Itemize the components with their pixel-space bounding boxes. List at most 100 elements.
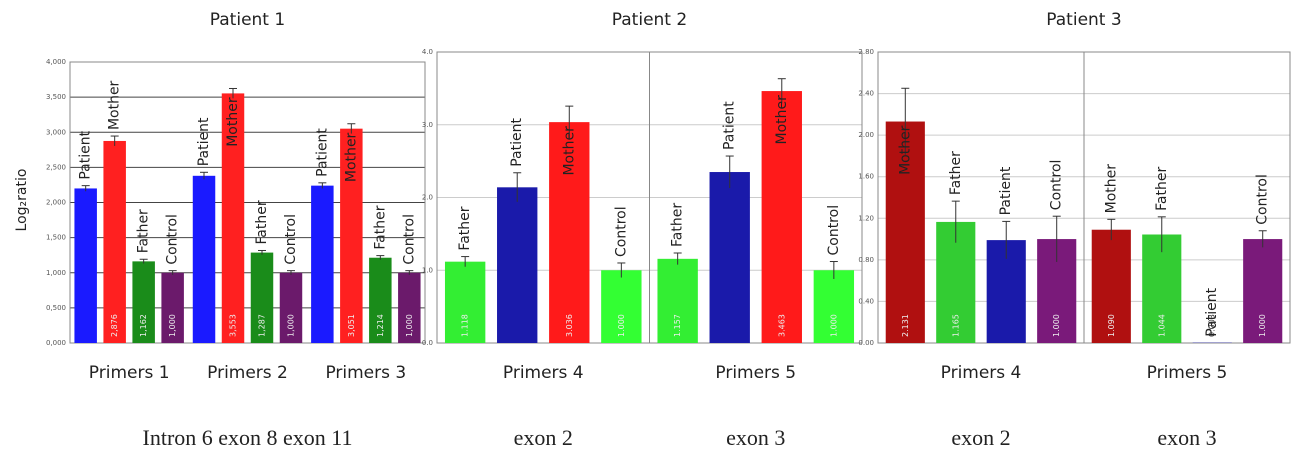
y-axis-label: Log₂ratio bbox=[14, 169, 30, 232]
bar-label: Control bbox=[826, 205, 842, 256]
bar-label: Patient bbox=[509, 118, 525, 167]
bar-label: Father bbox=[670, 203, 686, 247]
y-tick-label: 2,500 bbox=[46, 163, 66, 171]
chart-title: Patient 2 bbox=[612, 10, 687, 30]
bar bbox=[1243, 239, 1283, 343]
y-tick-label: 4.0 bbox=[422, 48, 433, 56]
value-label: 1.000 bbox=[1258, 314, 1267, 337]
y-tick-label: 1,000 bbox=[46, 269, 66, 277]
bar bbox=[311, 185, 334, 343]
bar-label: Patient bbox=[78, 130, 94, 179]
bar-label: Mother bbox=[1103, 164, 1119, 214]
bar bbox=[709, 172, 750, 343]
bar-label: Father bbox=[372, 205, 388, 249]
y-tick-label: 1.0 bbox=[422, 266, 433, 274]
y-tick-label: 3.0 bbox=[422, 121, 433, 129]
bar-label: Mother bbox=[897, 125, 913, 175]
bar-label: Control bbox=[1255, 174, 1271, 225]
value-label: 1,000 bbox=[405, 314, 414, 337]
bar-label: Father bbox=[948, 151, 964, 195]
bar-label: Mother bbox=[107, 80, 123, 130]
y-tick-label: 0.80 bbox=[858, 256, 874, 264]
value-label: 1,162 bbox=[139, 314, 148, 337]
bar bbox=[761, 91, 802, 344]
value-label: 1,214 bbox=[376, 314, 385, 337]
y-tick-label: 2.40 bbox=[858, 90, 874, 98]
bar bbox=[74, 188, 97, 343]
bar bbox=[192, 175, 216, 343]
x-tick-label: Primers 4 bbox=[503, 363, 584, 383]
y-tick-label: 2.80 bbox=[858, 48, 874, 56]
bar-label: Patient bbox=[314, 128, 330, 177]
bar-label: Father bbox=[254, 200, 270, 244]
value-label: 2,876 bbox=[110, 314, 119, 337]
annotation: exon 3 bbox=[1157, 425, 1216, 450]
y-tick-label: 0.00 bbox=[858, 339, 874, 347]
y-tick-label: 0,500 bbox=[46, 304, 66, 312]
value-label: 1.157 bbox=[673, 314, 682, 337]
bar bbox=[601, 270, 642, 343]
value-label: 3.463 bbox=[777, 314, 786, 337]
bar bbox=[813, 270, 855, 343]
y-tick-label: 3,500 bbox=[46, 93, 66, 101]
chart-title: Patient 3 bbox=[1046, 10, 1121, 30]
value-label: 1.000 bbox=[829, 314, 838, 337]
annotation: Intron 6 exon 8 exon 11 bbox=[143, 425, 353, 450]
bar-label: Father bbox=[136, 209, 152, 253]
value-label: 3.036 bbox=[565, 314, 574, 337]
bar-label: Control bbox=[283, 214, 299, 265]
bar bbox=[369, 257, 392, 343]
value-label: 0.003 bbox=[1208, 314, 1217, 337]
bar bbox=[497, 187, 538, 343]
value-label: 1.000 bbox=[617, 314, 626, 337]
bar bbox=[444, 261, 486, 343]
bar-label: Mother bbox=[343, 132, 359, 182]
y-tick-label: 2,000 bbox=[46, 199, 66, 207]
y-tick-label: 2.0 bbox=[422, 194, 433, 202]
bar-label: Mother bbox=[225, 97, 241, 147]
plot-frame bbox=[69, 61, 426, 344]
bar-label: Control bbox=[613, 206, 629, 257]
x-tick-label: Primers 5 bbox=[715, 363, 796, 383]
bar bbox=[398, 272, 421, 343]
value-label: 1.118 bbox=[461, 314, 470, 337]
y-tick-label: 2.00 bbox=[858, 131, 874, 139]
x-tick-label: Primers 4 bbox=[941, 363, 1022, 383]
annotation: exon 2 bbox=[951, 425, 1010, 450]
value-label: 1,000 bbox=[286, 314, 295, 337]
bar bbox=[340, 128, 363, 343]
bar-label: Control bbox=[165, 214, 181, 265]
value-label: 1.044 bbox=[1157, 314, 1166, 337]
y-tick-label: 3,000 bbox=[46, 128, 66, 136]
bar-label: Control bbox=[1049, 160, 1065, 211]
bar-label: Father bbox=[457, 206, 473, 250]
bar bbox=[132, 261, 155, 343]
bar bbox=[279, 272, 303, 343]
bar bbox=[221, 93, 245, 343]
bar-label: Mother bbox=[774, 95, 790, 145]
bar bbox=[161, 272, 184, 343]
value-label: 1.165 bbox=[951, 314, 960, 337]
value-label: 1,000 bbox=[168, 314, 177, 337]
bar bbox=[250, 252, 274, 343]
x-tick-label: Primers 2 bbox=[207, 363, 288, 383]
bar bbox=[1142, 234, 1182, 343]
bar-label: Father bbox=[1154, 167, 1170, 211]
y-tick-label: 1.20 bbox=[858, 214, 874, 222]
y-tick-label: 0.0 bbox=[422, 339, 433, 347]
value-label: 1.000 bbox=[1052, 314, 1061, 337]
chart-title: Patient 1 bbox=[210, 10, 285, 30]
value-label: 1,287 bbox=[257, 314, 266, 337]
annotation: exon 3 bbox=[726, 425, 785, 450]
y-tick-label: 4,000 bbox=[46, 58, 66, 66]
bar bbox=[885, 121, 925, 343]
bar-label: Control bbox=[401, 214, 417, 265]
bar-label: Patient bbox=[722, 101, 738, 150]
y-tick-label: 0.40 bbox=[858, 297, 874, 305]
x-tick-label: Primers 1 bbox=[89, 363, 170, 383]
x-tick-label: Primers 3 bbox=[325, 363, 406, 383]
bar-label: Patient bbox=[196, 117, 212, 166]
y-tick-label: 1,500 bbox=[46, 234, 66, 242]
value-label: 2.131 bbox=[901, 314, 910, 337]
